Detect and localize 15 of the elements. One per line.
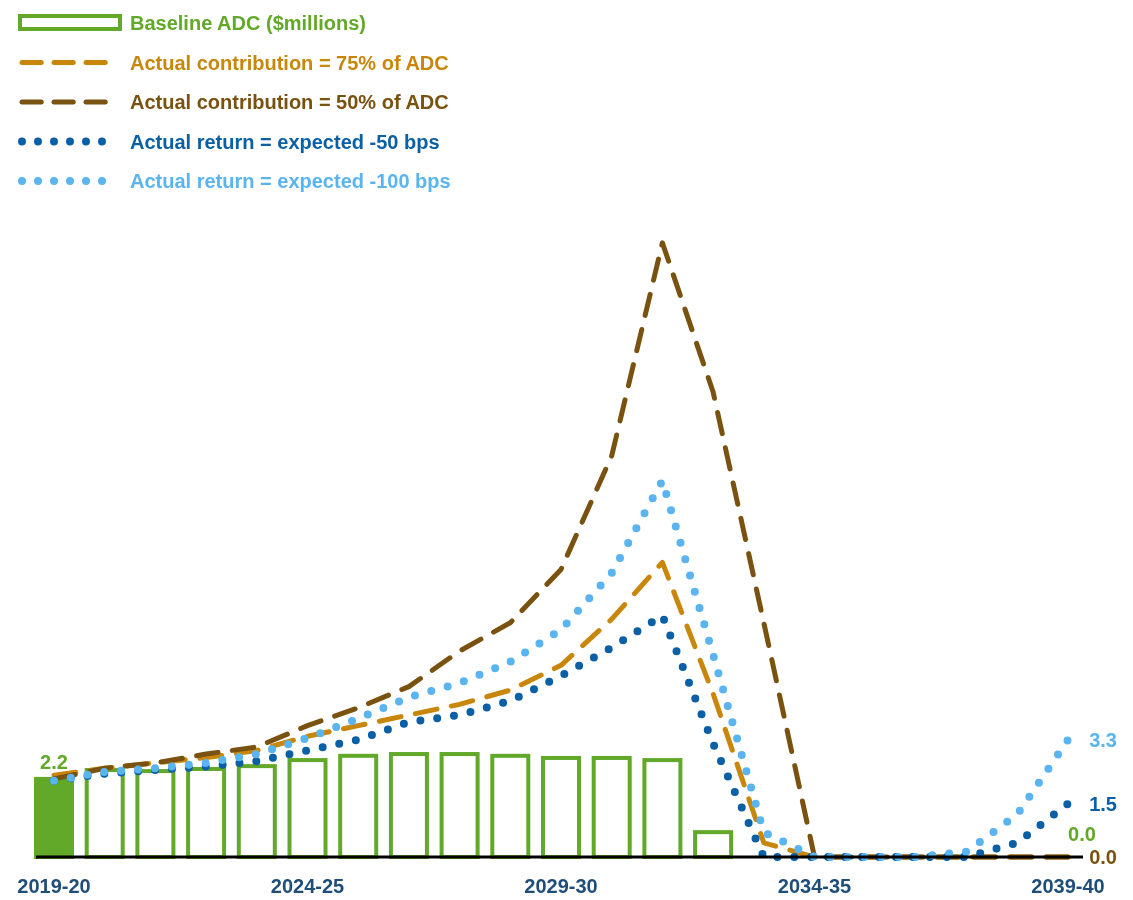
- legend-label: Actual contribution = 75% of ADC: [130, 51, 449, 74]
- data-label: 2.2: [40, 750, 68, 773]
- x-tick-label: 2019-20: [17, 875, 91, 897]
- x-tick-label: 2034-35: [777, 875, 852, 897]
- x-tick-label: 2029-30: [524, 875, 598, 897]
- legend-label: Actual return = expected -100 bps: [130, 170, 451, 192]
- data-label: 0.0: [1089, 846, 1117, 868]
- x-tick-label: 2024-25: [270, 875, 345, 897]
- x-tick-label: 2039-40: [1031, 875, 1105, 897]
- legend-label: Actual contribution = 50% of ADC: [130, 91, 449, 113]
- data-label: 0.0: [1068, 823, 1096, 845]
- data-label: 3.3: [1089, 728, 1117, 751]
- data-label: 1.5: [1089, 792, 1117, 815]
- legend-label: Baseline ADC ($millions): [130, 12, 366, 34]
- legend-label: Actual return = expected -50 bps: [130, 130, 440, 153]
